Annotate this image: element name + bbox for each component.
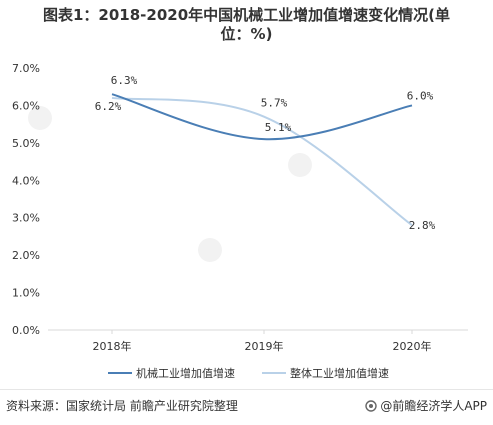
watermark — [28, 106, 312, 262]
data-label: 6.0% — [407, 89, 434, 102]
data-label: 5.7% — [261, 97, 288, 110]
y-tick-label: 0.0% — [12, 324, 40, 337]
y-tick-label: 1.0% — [12, 287, 40, 300]
chart-title-line1: 图表1：2018-2020年中国机械工业增加值增速变化情况(单 — [42, 6, 451, 24]
data-labels: 6.3% 5.1% 6.0% 6.2% 5.7% 2.8% — [95, 74, 436, 232]
data-label: 2.8% — [409, 219, 436, 232]
y-tick-label: 4.0% — [12, 174, 40, 187]
series-line-industry — [111, 96, 413, 227]
series-lines — [111, 93, 413, 227]
legend-label: 整体工业增加值增速 — [290, 366, 389, 380]
y-tick-label: 3.0% — [12, 212, 40, 225]
y-tick-label: 5.0% — [12, 137, 40, 150]
legend-label: 机械工业增加值增速 — [136, 366, 235, 380]
x-axis-ticks: 2018年 2019年 2020年 — [93, 330, 432, 353]
brand-text: @前瞻经济学人APP — [380, 399, 487, 413]
data-label: 5.1% — [265, 121, 292, 134]
brand-logo-icon — [365, 399, 378, 412]
chart-title: 图表1：2018-2020年中国机械工业增加值增速变化情况(单 位：%) — [0, 6, 493, 44]
series-line-machinery — [111, 93, 413, 141]
data-label: 6.2% — [95, 100, 122, 113]
brand-credit: @前瞻经济学人APP — [365, 397, 487, 414]
y-axis-ticks: 0.0% 1.0% 2.0% 3.0% 4.0% 5.0% 6.0% 7.0% — [12, 62, 40, 337]
y-tick-label: 2.0% — [12, 249, 40, 262]
source-note: 资料来源：国家统计局 前瞻产业研究院整理 — [6, 399, 238, 413]
x-tick-label: 2020年 — [393, 339, 432, 353]
y-tick-label: 6.0% — [12, 99, 40, 112]
x-tick-label: 2019年 — [245, 339, 284, 353]
chart-title-line2: 位：%) — [220, 25, 273, 43]
legend: 机械工业增加值增速 整体工业增加值增速 — [108, 366, 389, 380]
data-label: 6.3% — [111, 74, 138, 87]
footer-divider — [0, 389, 493, 390]
y-tick-label: 7.0% — [12, 62, 40, 75]
x-tick-label: 2018年 — [93, 339, 132, 353]
